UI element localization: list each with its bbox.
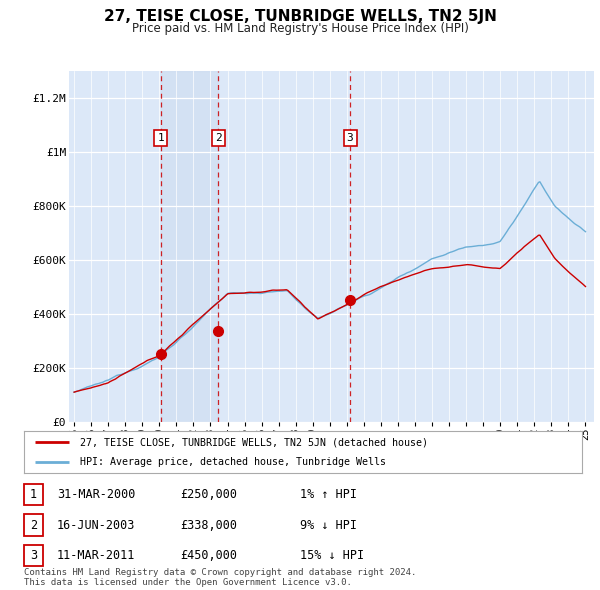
Text: £250,000: £250,000 (180, 488, 237, 501)
Text: 3: 3 (30, 549, 37, 562)
Text: 27, TEISE CLOSE, TUNBRIDGE WELLS, TN2 5JN (detached house): 27, TEISE CLOSE, TUNBRIDGE WELLS, TN2 5J… (80, 437, 428, 447)
Text: Price paid vs. HM Land Registry's House Price Index (HPI): Price paid vs. HM Land Registry's House … (131, 22, 469, 35)
Bar (161, 71, 218, 422)
Text: 1: 1 (157, 133, 164, 143)
Text: Contains HM Land Registry data © Crown copyright and database right 2024.
This d: Contains HM Land Registry data © Crown c… (24, 568, 416, 587)
Text: 2: 2 (30, 519, 37, 532)
Text: 2: 2 (215, 133, 221, 143)
Text: 16-JUN-2003: 16-JUN-2003 (57, 519, 136, 532)
Text: 1% ↑ HPI: 1% ↑ HPI (300, 488, 357, 501)
Text: 9% ↓ HPI: 9% ↓ HPI (300, 519, 357, 532)
Text: 27, TEISE CLOSE, TUNBRIDGE WELLS, TN2 5JN: 27, TEISE CLOSE, TUNBRIDGE WELLS, TN2 5J… (104, 9, 496, 24)
Text: 31-MAR-2000: 31-MAR-2000 (57, 488, 136, 501)
Text: 1: 1 (30, 488, 37, 501)
Text: 15% ↓ HPI: 15% ↓ HPI (300, 549, 364, 562)
Text: 3: 3 (347, 133, 353, 143)
Text: £338,000: £338,000 (180, 519, 237, 532)
Text: HPI: Average price, detached house, Tunbridge Wells: HPI: Average price, detached house, Tunb… (80, 457, 386, 467)
Text: 11-MAR-2011: 11-MAR-2011 (57, 549, 136, 562)
Text: £450,000: £450,000 (180, 549, 237, 562)
